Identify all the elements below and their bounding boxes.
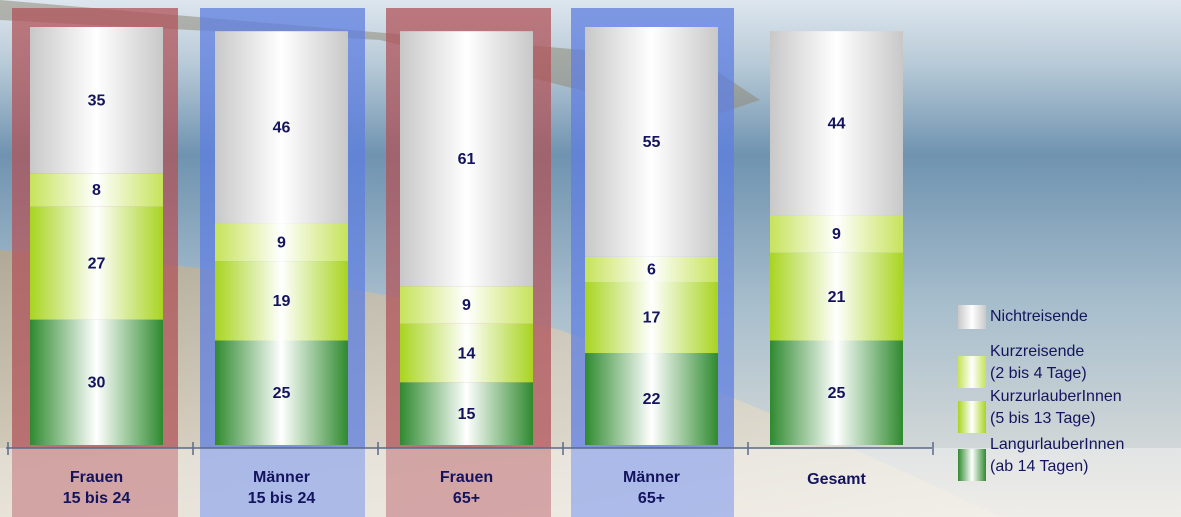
data-label: 27 (88, 255, 106, 272)
data-label: 44 (828, 115, 846, 132)
legend-label: (5 bis 13 Tage) (990, 410, 1096, 427)
data-label: 25 (828, 385, 846, 402)
legend-label: (ab 14 Tagen) (990, 458, 1088, 475)
x-tick-label: 65+ (453, 490, 480, 507)
data-label: 55 (643, 134, 661, 151)
data-label: 35 (88, 92, 106, 109)
legend-label: LangurlauberInnen (990, 436, 1124, 453)
data-label: 9 (832, 226, 841, 243)
x-tick-label: Männer (253, 469, 310, 486)
legend-swatch (958, 401, 986, 433)
x-tick-label: 15 bis 24 (248, 490, 316, 507)
data-label: 17 (643, 310, 661, 327)
x-tick-label: Frauen (70, 469, 123, 486)
legend-swatch (958, 305, 986, 329)
data-label: 61 (458, 151, 476, 168)
legend-label: Nichtreisende (990, 308, 1088, 325)
legend-swatch (958, 449, 986, 481)
data-label: 19 (273, 293, 291, 310)
data-label: 8 (92, 182, 101, 199)
legend-label: (2 bis 4 Tage) (990, 365, 1087, 382)
x-tick-label: Männer (623, 469, 680, 486)
data-label: 9 (462, 297, 471, 314)
x-tick-label: 65+ (638, 490, 665, 507)
chart: 30 27 8 35 Frauen 15 bis 24 25 19 9 46 Männer 15 bi… (0, 0, 1181, 517)
x-tick-label: Frauen (440, 469, 493, 486)
legend-swatch (958, 356, 986, 388)
data-label: 15 (458, 406, 476, 423)
legend-label: Kurzreisende (990, 343, 1084, 360)
page: {"chart_data": {"type": "stacked-bar", "… (0, 0, 1181, 517)
x-tick-label: Gesamt (807, 471, 866, 488)
data-label: 6 (647, 262, 656, 279)
legend-label: KurzurlauberInnen (990, 388, 1122, 405)
x-tick-label: 15 bis 24 (63, 490, 131, 507)
data-label: 25 (273, 385, 291, 402)
data-label: 21 (828, 289, 846, 306)
data-label: 46 (273, 120, 291, 137)
data-label: 14 (458, 345, 476, 362)
data-label: 9 (277, 234, 286, 251)
data-label: 22 (643, 391, 661, 408)
data-label: 30 (88, 375, 106, 392)
